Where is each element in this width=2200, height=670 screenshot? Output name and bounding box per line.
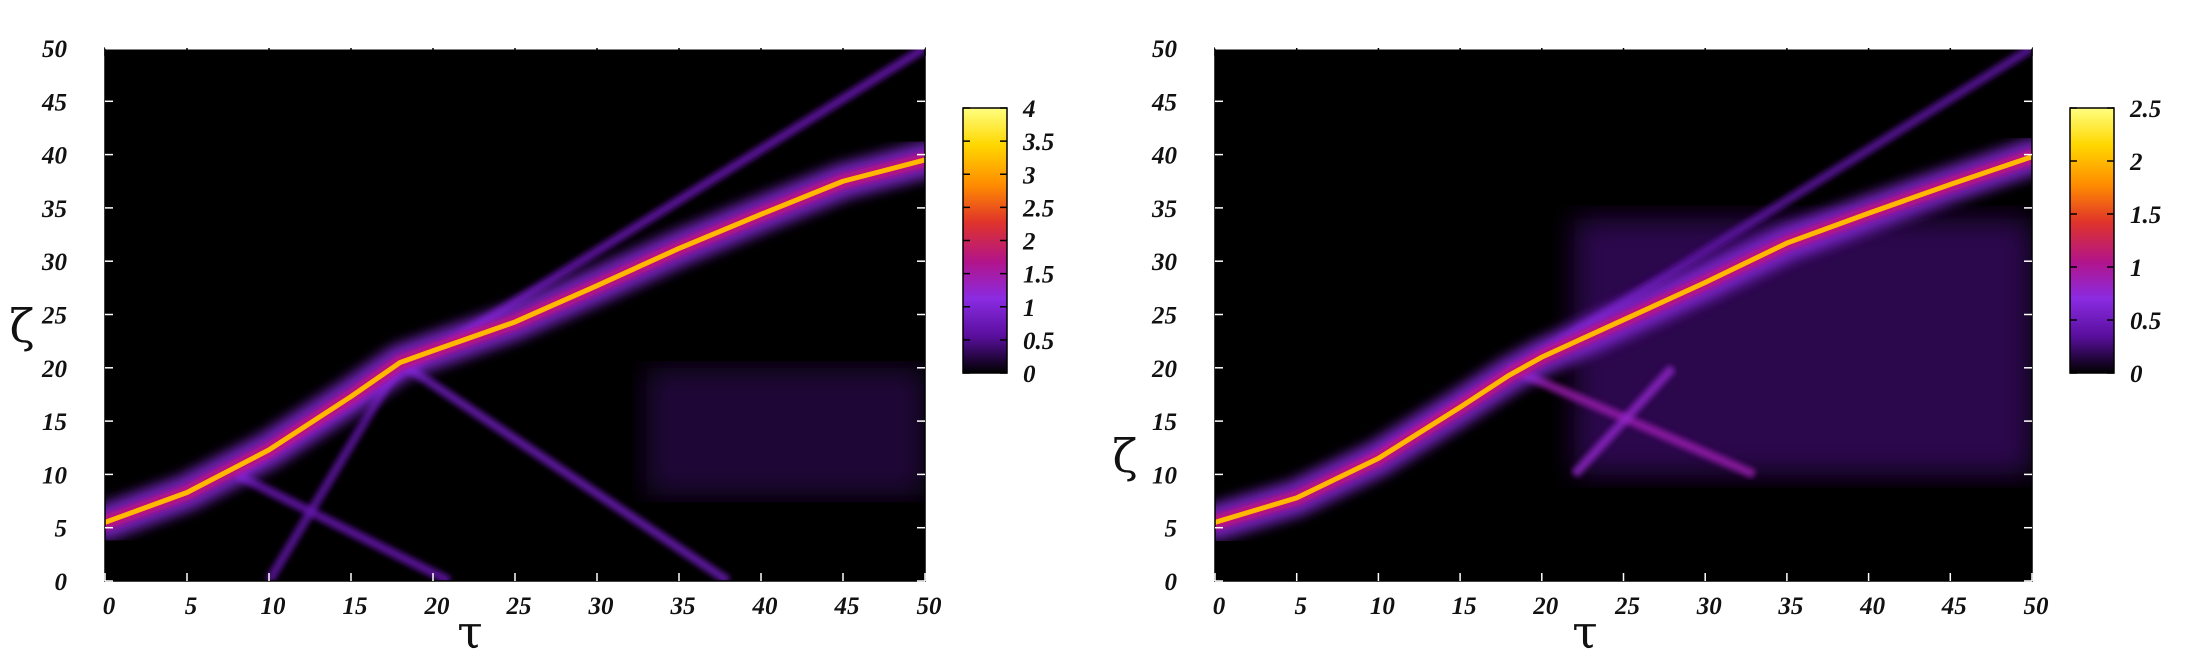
left-x-tick-label: 40 [752,593,779,620]
left-colorbar-tick-label: 3.5 [1022,129,1054,156]
left-x-tick-label: 0 [103,593,116,620]
left-axes: 0 5 10 15 20 25 30 35 40 45 50 0 5 10 15 20 25 30 35 40 45 50 [41,36,942,620]
left-y-axis-title: ζ [10,299,35,353]
left-heatmap-panel: 0 5 10 15 20 25 30 35 40 45 5005101520253035404550… [10,36,1055,659]
right-x-tick-label: 40 [1859,593,1886,620]
right-y-tick-label: 10 [1152,462,1178,489]
left-y-tick-label: 30 [41,249,68,276]
left-ridge-core [105,157,925,525]
left-colorbar-tick-label: 0.5 [1023,328,1054,355]
right-colorbar-tick-label: 2.5 [2129,96,2161,123]
left-y-tick-label: 0 [55,569,68,596]
left-x-tick-label: 30 [588,593,615,620]
left-colorbar-tick-label: 4 [1022,96,1036,123]
left-colorbar-tick-label: 0 [1023,361,1036,388]
left-y-tick-label: 45 [41,89,67,116]
right-x-tick-label: 15 [1452,593,1477,620]
right-heatmap-field [1215,48,2032,541]
left-y-tick-label: 15 [42,409,67,436]
right-x-tick-label: 25 [1614,593,1640,620]
right-y-tick-label: 25 [1151,303,1177,330]
left-x-tick-label: 10 [261,593,287,620]
right-x-tick-label: 0 [1213,593,1226,620]
right-ridge-core [1215,154,2032,525]
right-colorbar-tick-label: 0.5 [2130,308,2161,335]
left-x-tick-label: 25 [506,593,532,620]
right-colorbar-tick-label: 0 [2130,361,2143,388]
left-x-tick-label: 50 [917,593,943,620]
left-diffuse-patch [646,367,925,496]
right-y-tick-label: 20 [1151,356,1178,383]
right-colorbar-tick-label: 1.5 [2130,202,2161,229]
right-x-tick-label: 20 [1532,593,1559,620]
right-x-axis-title: τ [1572,605,1597,659]
right-y-tick-label: 45 [1151,89,1177,116]
right-y-tick-label: 15 [1152,409,1177,436]
right-heatmap-panel: 0 5 10 15 20 25 30 35 40 45 5005101520253035404550… [1113,36,2162,659]
left-y-tick-label: 50 [42,36,68,63]
left-colorbar: 0 0.5 1 1.5 2 2.5 3 3.5 4 [962,96,1054,388]
left-y-tick-label: 10 [42,462,68,489]
left-colorbar-tick-label: 2.5 [1022,195,1054,222]
right-y-tick-label: 40 [1151,143,1178,170]
right-y-axis-title: ζ [1113,429,1138,483]
right-x-tick-label: 30 [1696,593,1723,620]
left-x-axis-title: τ [457,605,482,659]
left-y-tick-label: 20 [41,356,68,383]
right-faint-line-1 [1571,364,1676,478]
left-heatmap-field [105,48,925,581]
right-y-tick-label: 35 [1151,196,1177,223]
left-y-tick-label: 5 [55,516,68,543]
right-y-tick-label: 0 [1165,569,1178,596]
right-colorbar: 0 0.5 1 1.5 2 2.5 [2069,96,2161,388]
left-colorbar-tick-label: 3 [1022,162,1036,189]
right-x-tick-label: 45 [1941,593,1967,620]
left-x-tick-label: 5 [185,593,198,620]
right-x-tick-label: 10 [1370,593,1396,620]
left-x-tick-label: 20 [424,593,451,620]
left-colorbar-tick-label: 2 [1022,229,1036,256]
left-faint-line-1 [234,470,452,581]
left-y-tick-label: 35 [41,196,67,223]
right-colorbar-gradient [2069,107,2115,374]
right-faint-line-0 [1507,363,1757,479]
right-colorbar-tick-label: 2 [2129,149,2143,176]
right-axes: 0 5 10 15 20 25 30 35 40 45 50 0 5 10 15 20 25 30 35 40 45 50 [1151,36,2049,620]
right-y-tick-label: 5 [1165,516,1178,543]
right-colorbar-tick-label: 1 [2130,255,2143,282]
left-colorbar-tick-label: 1 [1023,295,1036,322]
right-x-tick-label: 50 [2024,593,2050,620]
left-x-tick-label: 15 [343,593,368,620]
right-x-tick-label: 35 [1777,593,1803,620]
right-x-tick-label: 5 [1294,593,1307,620]
left-x-tick-label: 35 [670,593,696,620]
left-y-tick-label: 25 [41,303,67,330]
left-x-tick-label: 45 [834,593,860,620]
left-faint-line-2 [397,358,731,581]
left-y-tick-label: 40 [41,143,68,170]
right-y-tick-label: 50 [1152,36,1178,63]
right-y-tick-label: 30 [1151,249,1178,276]
left-colorbar-tick-label: 1.5 [1023,262,1054,289]
